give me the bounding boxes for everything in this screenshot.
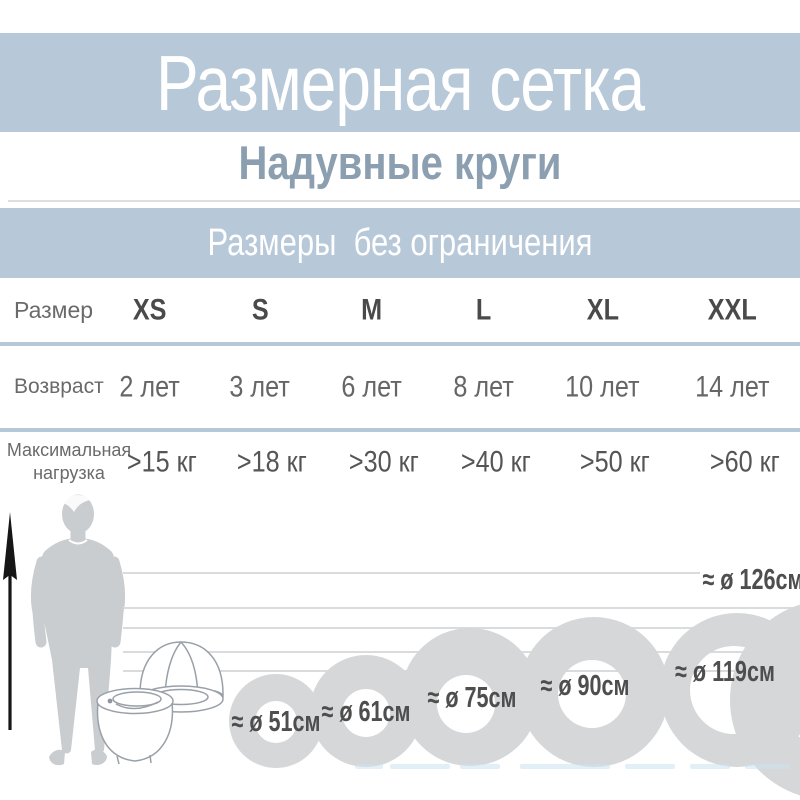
load-cell: >15 кг xyxy=(127,445,197,478)
thin-divider xyxy=(8,200,800,202)
ring-diameter-label: ≈ ø 75см xyxy=(427,681,517,714)
ring-l xyxy=(519,617,669,767)
size-cell-m: M xyxy=(361,293,383,326)
row-divider xyxy=(0,342,800,346)
ring-diameter-label: ≈ ø 126см xyxy=(702,563,800,596)
ring-m xyxy=(401,628,539,766)
ring-s xyxy=(310,655,422,767)
age-cell: 2 лет xyxy=(119,370,181,403)
load-cell: >50 кг xyxy=(579,445,650,478)
age-cell: 3 лет xyxy=(229,370,291,403)
scale-figure-graphic xyxy=(3,494,800,796)
size-cell-xxl: XXL xyxy=(707,293,758,326)
page-subtitle: Надувные круги xyxy=(238,137,562,190)
size-banner: Размеры без ограничения xyxy=(0,208,800,278)
ring-xl xyxy=(660,613,800,767)
title-banner: Размерная сетка xyxy=(0,33,800,132)
load-cell: >18 кг xyxy=(237,445,307,478)
size-row: Размер XS S M L XL XXL xyxy=(0,278,800,342)
ring-graphics xyxy=(229,604,800,796)
age-cell: 6 лет xyxy=(341,370,403,403)
ring-xs xyxy=(229,674,323,768)
age-row-label: Возвраст xyxy=(14,375,104,398)
size-cell-xl: XL xyxy=(586,293,619,326)
size-cell-s: S xyxy=(251,293,269,326)
height-arrow-icon xyxy=(3,512,17,730)
load-row-label: Максимальная нагрузка xyxy=(6,440,132,483)
ring-diameter-label: ≈ ø 119см xyxy=(675,655,775,688)
size-row-label: Размер xyxy=(14,296,94,323)
row-divider xyxy=(0,428,800,432)
load-cell: >60 кг xyxy=(709,445,780,478)
collar-line xyxy=(68,539,88,545)
load-cell: >40 кг xyxy=(461,445,531,478)
age-row: Возвраст 2 лет 3 лет 6 лет 8 лет 10 лет … xyxy=(0,346,800,428)
age-cell: 14 лет xyxy=(695,370,770,403)
page-title: Размерная сетка xyxy=(155,38,645,127)
scale-figure: ≈ ø 51см ≈ ø 61см ≈ ø 75см ≈ ø 90см ≈ ø … xyxy=(0,490,800,800)
ring-diameter-label: ≈ ø 51см xyxy=(231,705,321,738)
ring-diameter-label: ≈ ø 90см xyxy=(540,669,630,702)
size-cell-l: L xyxy=(476,293,492,326)
size-cell-xs: XS xyxy=(133,293,167,326)
hair-highlight xyxy=(62,494,91,512)
age-cell: 10 лет xyxy=(565,370,640,403)
load-cell: >30 кг xyxy=(349,445,419,478)
size-banner-label: Размеры без ограничения xyxy=(207,221,593,264)
person-silhouette xyxy=(30,494,126,766)
age-cell: 8 лет xyxy=(453,370,515,403)
load-row: Максимальная нагрузка >15 кг >18 кг >30 … xyxy=(0,431,800,493)
baby-float-bowl-illustration xyxy=(96,687,174,765)
watermark-remnant xyxy=(355,764,790,769)
page-subtitle-wrap: Надувные круги xyxy=(0,138,800,190)
ring-diameter-label: ≈ ø 61см xyxy=(321,695,411,728)
